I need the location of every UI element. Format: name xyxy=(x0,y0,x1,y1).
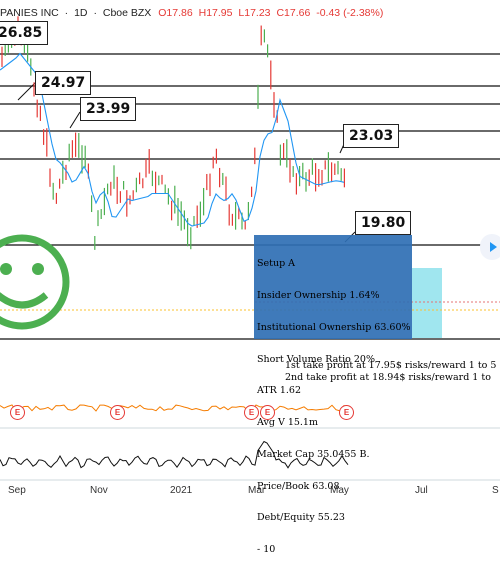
take-profit-1: 1st take profit at 17.95$ risks/reward 1… xyxy=(285,360,497,371)
symbol-name: PANIES INC xyxy=(0,7,59,19)
chart-stage[interactable]: PANIES INC · 1D · Cboe BZX O17.86 H17.95… xyxy=(0,0,500,555)
x-axis-label: Nov xyxy=(90,485,108,496)
x-axis-label: May xyxy=(330,485,349,496)
info-line: - 10 xyxy=(257,544,276,556)
price-label: 23.03 xyxy=(343,124,400,148)
earnings-marker[interactable]: E xyxy=(110,405,125,420)
ohlc-close: C17.66 xyxy=(276,7,311,19)
x-axis-label: Jul xyxy=(415,485,428,496)
setup-info-box xyxy=(254,235,412,339)
info-line: Setup A xyxy=(257,258,296,270)
info-line: Price/Book 63.08 xyxy=(257,480,340,492)
x-axis-label: 2021 xyxy=(170,485,193,496)
setup-info-text: Setup A Insider Ownership 1.64% Institut… xyxy=(257,238,411,577)
info-line: Institutional Ownership 63.60% xyxy=(257,321,411,333)
price-label: 24.97 xyxy=(35,71,92,95)
price-label: 23.99 xyxy=(80,97,137,121)
info-line: Avg V 15.1m xyxy=(257,417,318,429)
earnings-marker[interactable]: E xyxy=(244,405,259,420)
info-line: Short Volume Ratio 20% xyxy=(257,353,375,365)
smiley-face-icon xyxy=(0,234,70,330)
x-axis-label: S xyxy=(492,485,499,496)
indicator-line xyxy=(0,404,349,412)
price-label: 19.80 xyxy=(355,211,412,235)
ohlc-open: O17.86 xyxy=(158,7,193,19)
info-line: Market Cap 35.0455 B. xyxy=(257,448,370,460)
x-axis-label: Mar xyxy=(248,485,266,496)
target-zone xyxy=(412,268,442,338)
interval[interactable]: 1D xyxy=(74,7,88,19)
ohlc-change: -0.43 (-2.38%) xyxy=(316,7,384,19)
moving-average-line xyxy=(0,52,345,227)
play-icon xyxy=(490,242,497,252)
ohlc-low: L17.23 xyxy=(238,7,271,19)
earnings-marker[interactable]: E xyxy=(339,405,354,420)
volume-line xyxy=(0,440,349,469)
take-profit-2: 2nd take profit at 18.94$ risks/reward 1… xyxy=(285,372,491,383)
info-line: ATR 1.62 xyxy=(257,385,302,397)
scroll-right-button[interactable] xyxy=(480,234,500,260)
ohlc-high: H17.95 xyxy=(198,7,233,19)
earnings-marker[interactable]: E xyxy=(10,405,25,420)
x-axis-label: Sep xyxy=(8,485,26,496)
info-line: Debt/Equity 55.23 xyxy=(257,512,345,524)
exchange: Cboe BZX xyxy=(102,7,152,19)
info-line: Insider Ownership 1.64% xyxy=(257,289,380,301)
price-label: 26.85 xyxy=(0,21,49,45)
symbol-header: PANIES INC · 1D · Cboe BZX O17.86 H17.95… xyxy=(0,7,384,19)
earnings-marker[interactable]: E xyxy=(260,405,275,420)
